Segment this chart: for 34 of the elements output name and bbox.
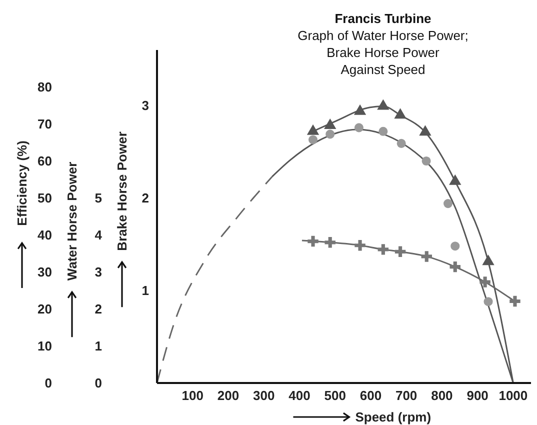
- x-tick-label: 900: [466, 388, 488, 404]
- y-tick-label: 3: [142, 98, 149, 114]
- x-axis-title: Speed (rpm): [355, 410, 432, 424]
- y-axis-title: Brake Horse Power: [114, 132, 130, 251]
- x-tick-label: 1000: [498, 388, 528, 404]
- y3-tick-label: 20: [38, 302, 52, 317]
- y3-tick-label: 70: [38, 116, 52, 132]
- y-tick-label: 2: [142, 190, 149, 206]
- x-tick-label: 200: [217, 388, 240, 404]
- x-tick-label: 300: [253, 388, 275, 404]
- y3-tick-label: 60: [38, 154, 52, 169]
- y3-tick-label: 50: [38, 190, 52, 206]
- y3-tick-label: 80: [38, 80, 52, 95]
- y-tick-label: 1: [142, 283, 149, 298]
- x-tick-label: 800: [431, 388, 453, 404]
- y2-tick-label: 4: [94, 228, 103, 243]
- y3-tick-label: 30: [38, 264, 52, 280]
- chart-title: Francis Turbine: [334, 10, 432, 27]
- y2-tick-label: 0: [94, 376, 102, 391]
- x-tick-label: 700: [395, 388, 418, 404]
- y2-tick-label: 2: [94, 302, 102, 317]
- y3-tick-label: 40: [38, 228, 52, 243]
- y2-tick-label: 1: [94, 338, 102, 354]
- x-tick-label: 500: [324, 388, 346, 404]
- y3-axis-title: Efficiency (%): [14, 140, 30, 226]
- y2-axis-title: Water Horse Power: [64, 162, 80, 281]
- x-tick-label: 600: [360, 388, 382, 404]
- y3-tick-label: 0: [44, 376, 52, 391]
- x-tick-label: 400: [288, 388, 310, 404]
- x-tick-label: 100: [182, 388, 204, 404]
- y2-tick-label: 5: [94, 190, 102, 206]
- y3-tick-label: 10: [38, 338, 52, 354]
- y2-tick-label: 3: [94, 264, 102, 280]
- chart-subtitle: Graph of Water Horse Power; Brake Horse Power Against Speed: [296, 27, 470, 78]
